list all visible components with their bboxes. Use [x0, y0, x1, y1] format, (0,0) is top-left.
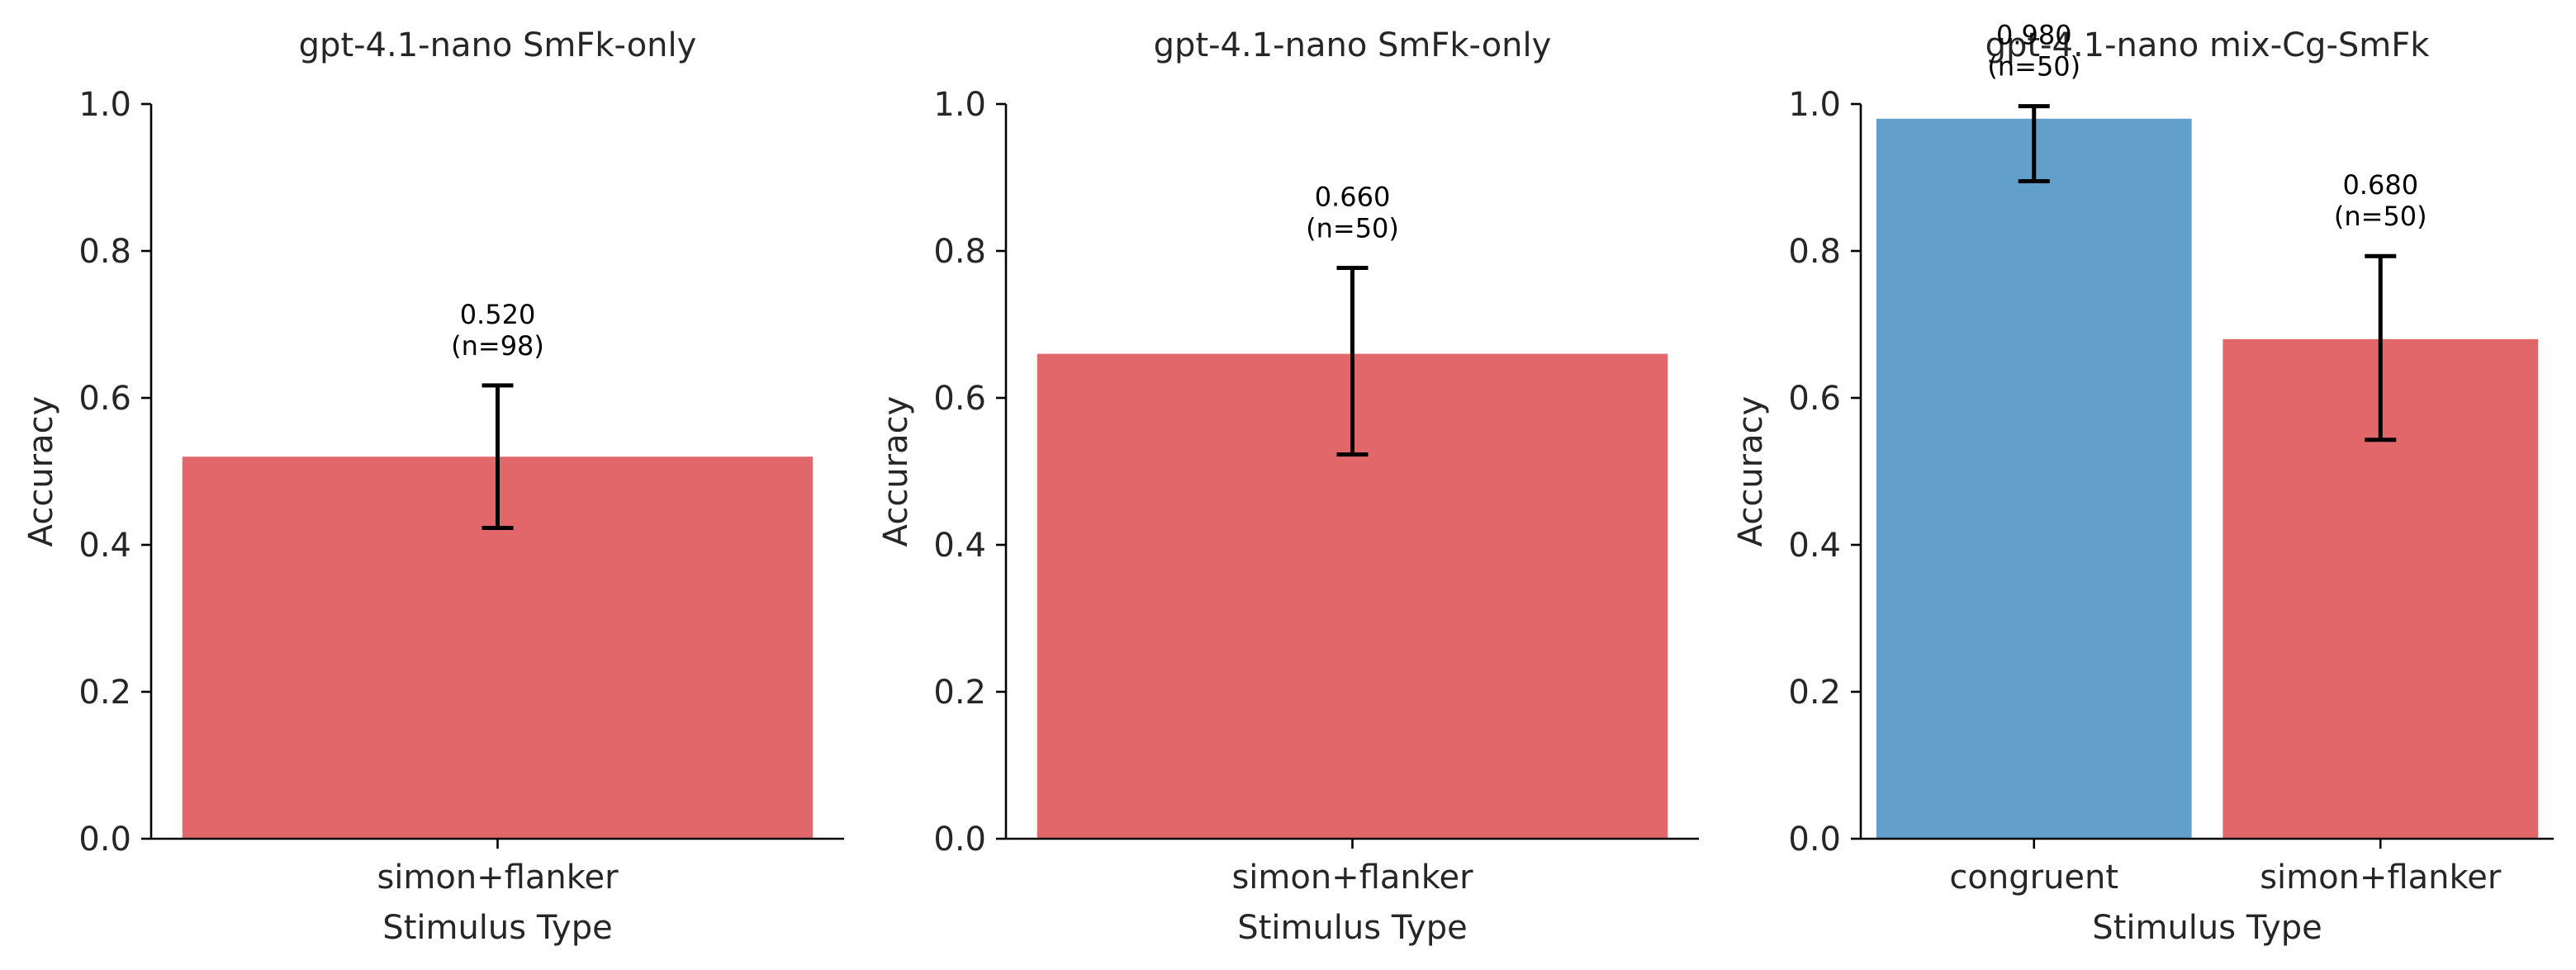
y-tick-label: 0.0	[78, 821, 131, 859]
x-axis-label: Stimulus Type	[382, 909, 612, 947]
y-axis-label: Accuracy	[877, 396, 915, 547]
n-label: (n=98)	[451, 330, 544, 362]
y-tick-label: 0.6	[78, 380, 131, 418]
y-tick-label: 0.4	[1788, 527, 1841, 565]
y-tick-label: 1.0	[933, 86, 986, 124]
y-tick-label: 0.8	[1788, 233, 1841, 271]
chart-panel-3: gpt-4.1-nano mix-Cg-SmFk 0.0 0.2 0.4 0.6 0.8 1…	[1732, 20, 2554, 947]
value-label: 0.680	[2342, 169, 2418, 201]
y-tick-label: 0.6	[1788, 380, 1841, 418]
y-tick-label: 0.2	[1788, 674, 1841, 712]
x-tick-label: simon+flanker	[377, 859, 619, 897]
n-label: (n=50)	[1987, 51, 2080, 83]
x-tick-label: simon+flanker	[1231, 859, 1473, 897]
y-axis-label: Accuracy	[1732, 396, 1770, 547]
x-axis-label: Stimulus Type	[1237, 909, 1467, 947]
chart-title: gpt-4.1-nano SmFk-only	[299, 26, 697, 64]
n-label: (n=50)	[1306, 212, 1399, 244]
y-tick-label: 0.6	[933, 380, 986, 418]
y-tick-label: 0.4	[933, 527, 986, 565]
value-label: 0.660	[1315, 181, 1391, 212]
y-tick-label: 0.0	[933, 821, 986, 859]
y-tick-label: 0.2	[933, 674, 986, 712]
chart-title: gpt-4.1-nano SmFk-only	[1154, 26, 1552, 64]
value-label: 0.520	[460, 299, 536, 330]
x-axis-label: Stimulus Type	[2092, 909, 2322, 947]
y-tick-label: 1.0	[78, 86, 131, 124]
y-tick-label: 1.0	[1788, 86, 1841, 124]
y-axis-label: Accuracy	[22, 396, 60, 547]
value-label: 0.980	[1996, 20, 2072, 51]
y-tick-label: 0.8	[933, 233, 986, 271]
y-tick-label: 0.8	[78, 233, 131, 271]
bar-congruent	[1876, 118, 2192, 840]
x-tick-label: congruent	[1949, 859, 2118, 897]
y-tick-label: 0.2	[78, 674, 131, 712]
chart-panel-2: gpt-4.1-nano SmFk-only 0.0 0.2 0.4 0.6 0.8 1.0…	[877, 26, 1699, 947]
n-label: (n=50)	[2334, 201, 2427, 232]
y-tick-label: 0.4	[78, 527, 131, 565]
chart-panel-1: gpt-4.1-nano SmFk-only 0.0 0.2 0.4 0.6 0.8 1.0…	[22, 26, 844, 947]
y-tick-label: 0.0	[1788, 821, 1841, 859]
chart-title: gpt-4.1-nano mix-Cg-SmFk	[1985, 26, 2431, 64]
x-tick-label: simon+flanker	[2260, 859, 2502, 897]
